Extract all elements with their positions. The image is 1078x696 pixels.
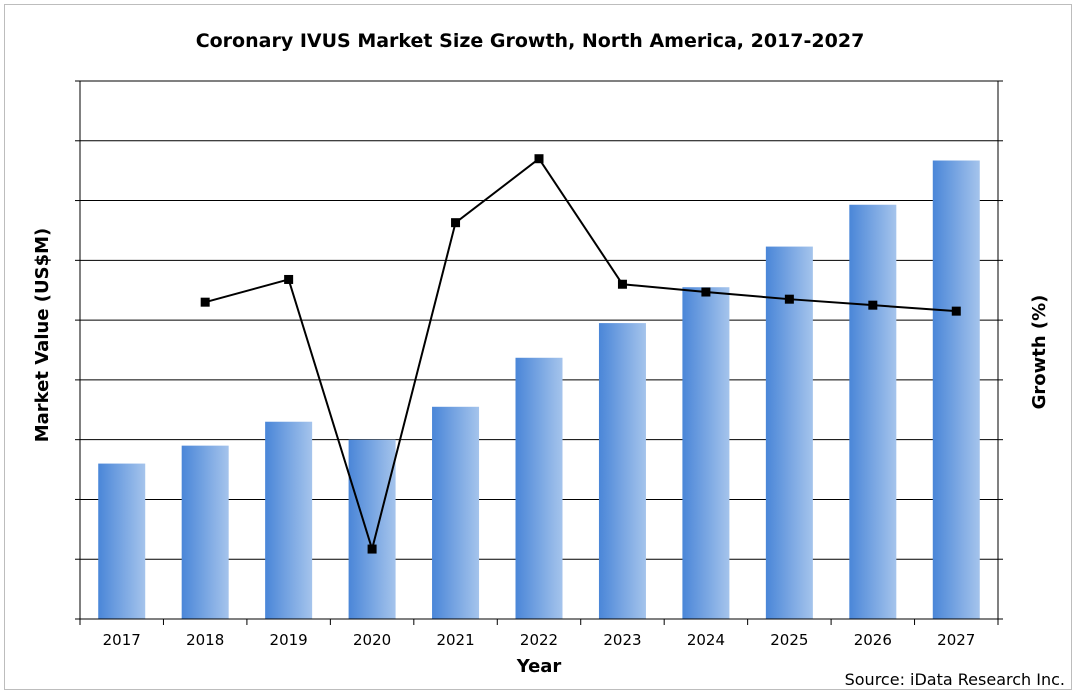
x-tick-label: 2027 [937, 631, 975, 649]
bar-2019 [265, 421, 313, 619]
x-tick-label: 2026 [854, 631, 892, 649]
growth-point-2018 [200, 297, 210, 307]
growth-point-2023 [617, 279, 627, 289]
x-tick-label: 2024 [687, 631, 725, 649]
x-tick-label: 2025 [770, 631, 808, 649]
bar-2020 [348, 439, 396, 619]
x-tick-label: 2020 [353, 631, 391, 649]
bar-2025 [765, 246, 813, 619]
growth-point-2024 [701, 287, 711, 297]
x-tick-label: 2019 [270, 631, 308, 649]
growth-point-2022 [534, 154, 544, 164]
bar-2018 [181, 445, 229, 619]
growth-line-series [200, 154, 961, 554]
bar-2024 [682, 287, 730, 619]
x-tick-label: 2021 [436, 631, 474, 649]
y2-axis-title: Growth (%) [1029, 295, 1050, 410]
x-tick-label: 2018 [186, 631, 224, 649]
source-note: Source: iData Research Inc. [845, 670, 1065, 689]
axes [75, 80, 1003, 625]
growth-point-2025 [784, 294, 794, 304]
growth-point-2019 [284, 274, 294, 284]
chart-title: Coronary IVUS Market Size Growth, North … [196, 30, 865, 52]
y-axis-title: Market Value (US$M) [32, 228, 53, 443]
x-tick-label: 2023 [603, 631, 641, 649]
growth-point-2026 [868, 300, 878, 310]
bar-2023 [598, 323, 646, 619]
bar-series [98, 160, 980, 620]
bar-2026 [849, 204, 897, 620]
bar-2017 [98, 463, 146, 619]
growth-point-2027 [951, 306, 961, 316]
x-tick-label: 2017 [103, 631, 141, 649]
growth-point-2020 [367, 544, 377, 554]
x-axis-title: Year [516, 656, 562, 677]
bar-2027 [932, 160, 980, 619]
x-tick-label: 2022 [520, 631, 558, 649]
growth-point-2021 [451, 218, 461, 228]
bar-2021 [432, 406, 480, 619]
growth-line [204, 157, 957, 553]
bar-2022 [515, 357, 563, 619]
x-tick-labels: 2017 2018 2019 2020 2021 2022 2023 2024 2025 2026… [103, 631, 976, 649]
